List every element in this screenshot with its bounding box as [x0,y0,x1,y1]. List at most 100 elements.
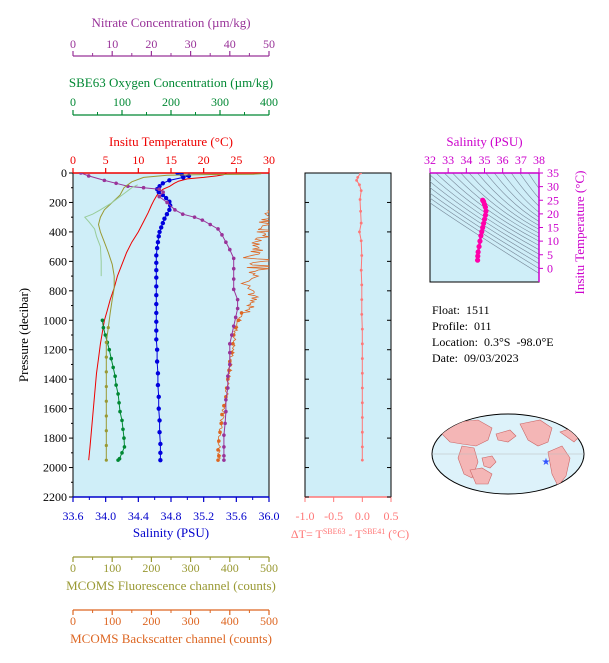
landmass [469,467,493,485]
nitrate-point [173,208,177,212]
pressure-tick-label: 400 [49,225,67,239]
density-contour [430,192,539,264]
salinity-point [157,229,162,235]
delta-point [356,176,360,179]
nitrate-point [192,215,197,219]
salinity-point [154,293,159,298]
ts-temperature-tick-label: 30 [547,180,559,194]
nitrate-tick-label: 40 [224,37,236,51]
oxygen-point [113,374,117,379]
delta-point [359,268,363,272]
nitrate-point [233,315,238,320]
ts-point [480,220,487,227]
oxygen-point [120,451,124,455]
density-contour [485,173,539,222]
backscatter-point [220,412,224,417]
salinity-point [154,347,160,352]
oxygen-point [116,392,120,396]
ts-point [481,216,488,222]
delta-point [359,239,363,243]
temperature-profile [88,173,227,461]
nitrate-point [222,433,226,437]
nitrate-point [235,306,240,311]
backscatter-point [219,421,223,426]
pressure-axis-label: Pressure (decibar) [16,288,31,382]
profile-value: 011 [474,319,492,333]
oxygen-point [117,400,121,405]
nitrate-point [157,194,162,199]
oxygen-tick-label: 100 [113,95,131,109]
nitrate-point [223,421,227,426]
ts-temperature-tick-label: 20 [547,207,559,221]
backscatter-tick-label: 500 [260,614,278,628]
nitrate-tick-label: 10 [106,37,118,51]
delta-point [355,178,358,182]
delta-point [360,342,364,346]
ts-point [477,238,483,244]
delta-tick-label: -0.5 [324,509,343,523]
salinity-point [156,189,161,195]
pressure-tick-label: 600 [49,254,67,268]
density-contour [430,202,539,274]
salinity-point [157,184,162,189]
oxygen-point [107,347,112,352]
oxygen-point [116,458,120,462]
ts-salinity-tick-label: 32 [424,153,436,167]
salinity-point [154,301,159,307]
delta-point [359,173,363,175]
nitrate-point [228,350,232,355]
backscatter-tick-label: 300 [182,614,200,628]
backscatter-point [239,311,244,315]
density-contour [435,173,539,246]
density-contour [468,173,539,230]
salinity-point [157,430,162,435]
profile-series-group [79,173,269,463]
pressure-tick-label: 1200 [43,343,67,357]
delta-point [360,386,364,390]
salinity-point [154,284,159,289]
pressure-tick-label: 1400 [43,372,67,386]
fluorescence-point [104,384,108,389]
salinity-point [160,181,166,186]
nitrate-point [224,398,228,402]
ts-point [482,212,489,218]
backscatter-tick-label: 100 [103,614,121,628]
fluorescence-tick-label: 100 [103,561,121,575]
ts-point [475,249,481,255]
landmass [519,419,553,447]
salinity-point [162,216,167,221]
oxygen-tick-label: 200 [162,95,180,109]
oxygen-point [122,445,127,449]
salinity-point [158,450,163,456]
nitrate-point [86,174,91,178]
nitrate-point [231,256,236,261]
delta-point [360,283,364,287]
nitrate-point [161,190,165,194]
delta-point [360,312,364,316]
salinity-point [155,240,161,245]
delta-point [360,458,364,462]
fluorescence-profile [83,184,138,277]
fluorescence-tick-label: 200 [142,561,160,575]
density-contour [430,181,539,255]
location-value: 0.3°S -98.0°E [483,335,554,349]
ts-point [475,253,481,259]
salinity-tick-label: 33.6 [63,509,84,523]
ts-salinity-tick-label: 37 [515,153,527,167]
oxygen-point [100,318,105,323]
ts-salinity-tick-label: 35 [479,153,491,167]
backscatter-point [216,448,220,452]
ts-salinity-tick-label: 34 [460,153,472,167]
delta-point [360,430,364,434]
salinity-point [167,178,172,183]
ts-temperature-tick-label: 15 [547,221,559,235]
density-contour [528,173,539,189]
nitrate-profile [80,173,239,461]
salinity-point [154,268,159,273]
nitrate-axis-label: Nitrate Concentration (µm/kg) [91,15,250,30]
delta-plot-area [304,172,392,498]
nitrate-tick-label: 50 [263,37,275,51]
salinity-tick-label: 34.4 [128,509,149,523]
nitrate-tick-label: 20 [145,37,157,51]
